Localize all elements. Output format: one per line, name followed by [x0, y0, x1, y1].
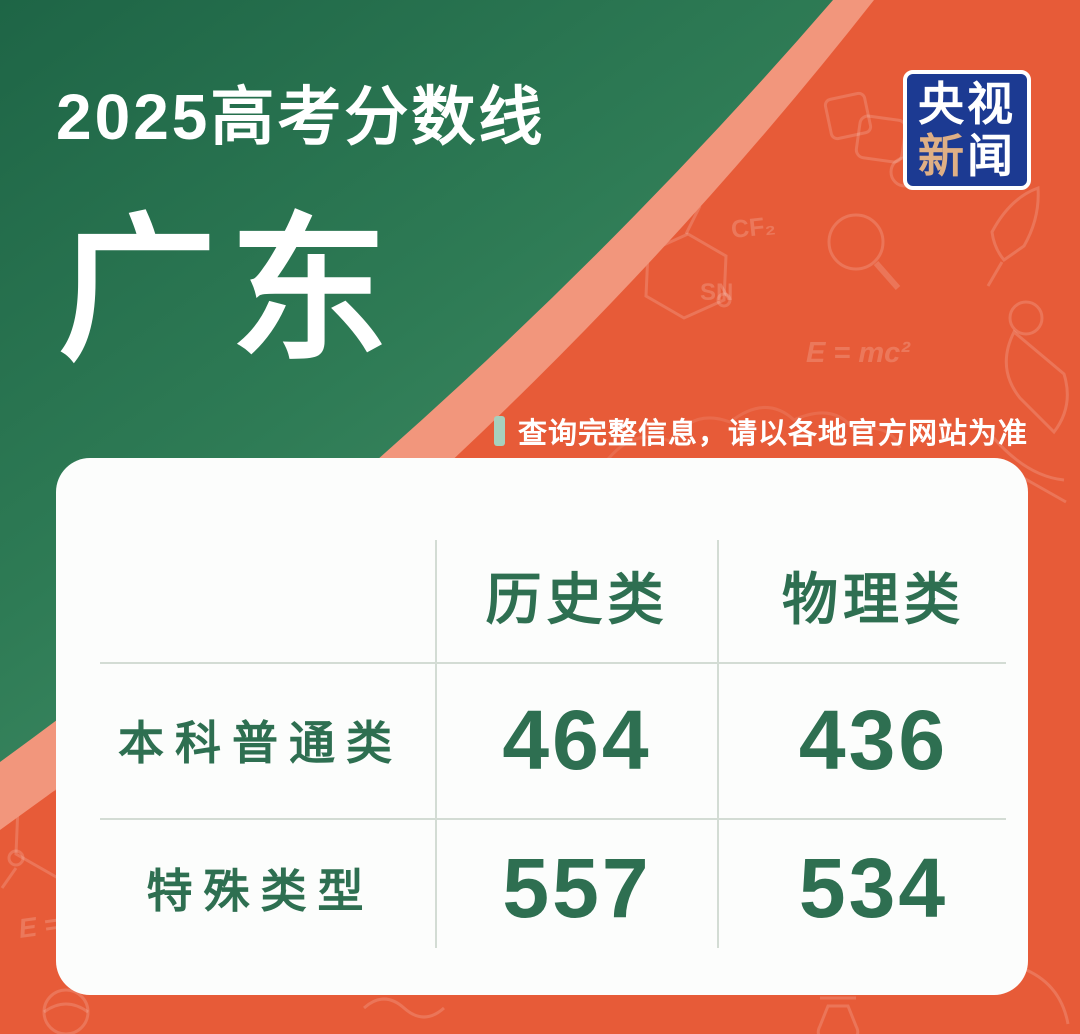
doodle-magnifier-handle: [873, 261, 901, 290]
cctv-news-logo: 央视 新闻: [903, 70, 1031, 190]
doodle-molecule-node: [716, 292, 732, 308]
notice-accent-bar: [493, 416, 505, 446]
logo-char-wen: 闻: [967, 130, 1016, 182]
doodle-contour: [598, 406, 902, 471]
doodle-sn-text: SN: [700, 279, 733, 306]
score-table-card: 历史类 物理类 本科普通类 464 436 特殊类型 557 534: [56, 458, 1028, 995]
table-divider-horizontal-1: [100, 662, 1006, 664]
doodle-microscope-icon: [1004, 329, 1069, 435]
doodle-rocket-icon: [990, 185, 1040, 263]
doodle-microscope-eyepiece: [1008, 300, 1044, 336]
page-title: 2025高考分数线: [56, 81, 546, 153]
table-divider-vertical-1: [435, 540, 437, 948]
logo-line1: 央视: [918, 78, 1016, 130]
column-header-physics: 物理类: [782, 567, 965, 631]
doodle-eeq-text: E =: [17, 908, 62, 943]
score-special-history: 557: [502, 840, 652, 935]
column-header-history: 历史类: [485, 567, 669, 631]
score-special-physics: 534: [798, 840, 949, 935]
doodle-atom-ring: [43, 1002, 89, 1014]
table-divider-vertical-2: [717, 540, 719, 948]
doodle-bond: [684, 205, 702, 235]
doodle-molecule-icon: [644, 232, 728, 320]
doodle-text-group: CF₂ SN E = mc² E =: [17, 211, 912, 943]
notice: 查询完整信息，请以各地官方网站为准: [493, 410, 1028, 452]
logo-line2: 新闻: [918, 130, 1016, 182]
doodle-emc2-text: E = mc²: [806, 337, 911, 369]
doodle-atom-icon: [42, 988, 90, 1034]
doodle-rocket-trail: [986, 261, 1004, 287]
logo-char-xin: 新: [918, 130, 967, 182]
notice-text: 查询完整信息，请以各地官方网站为准: [517, 418, 1028, 450]
doodle-box-icon: [823, 91, 873, 141]
province-name: 广东: [58, 203, 402, 379]
doodle-flask-icon: [816, 996, 860, 1034]
doodle-magnifier-icon: [827, 213, 885, 271]
doodle-wave: [362, 997, 446, 1019]
table-divider-horizontal-2: [100, 818, 1006, 820]
score-undergraduate-physics: 436: [798, 692, 949, 787]
doodle-box2-icon: [854, 114, 908, 164]
score-undergraduate-history: 464: [502, 692, 652, 787]
doodle-microscope-arm: [990, 435, 1065, 482]
doodle-cf2-text: CF₂: [730, 211, 777, 243]
row-label-special: 特殊类型: [146, 865, 375, 917]
row-label-undergraduate: 本科普通类: [118, 717, 403, 769]
doodle-molecule2-node: [7, 849, 25, 867]
